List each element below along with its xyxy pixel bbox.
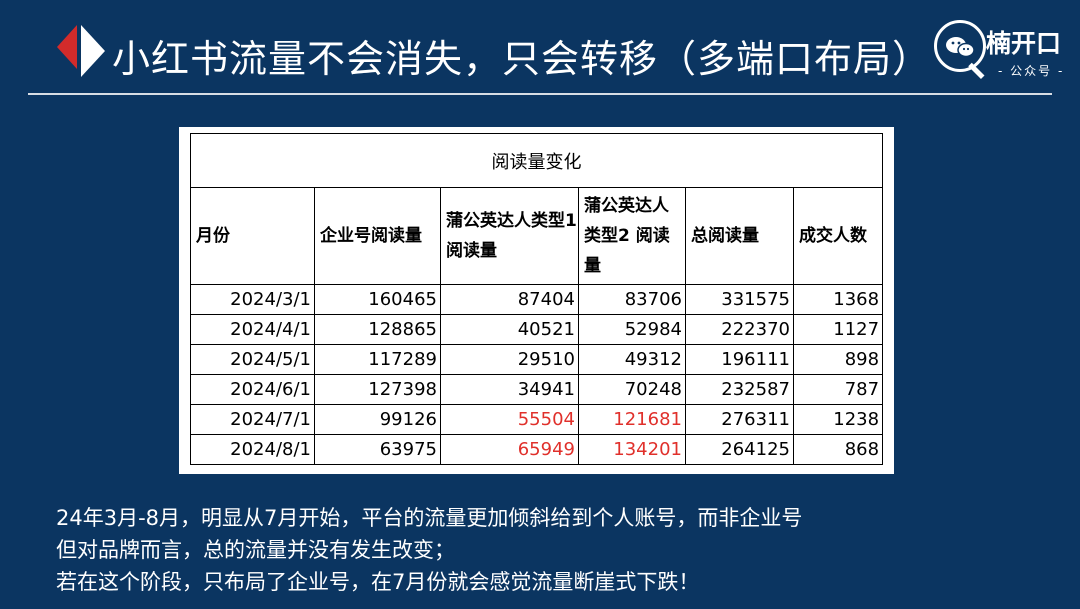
table-row: 2024/3/1 160465 87404 83706 331575 1368 bbox=[190, 284, 884, 315]
cell-kol1-highlight: 65949 bbox=[440, 434, 579, 465]
cell-total: 276311 bbox=[685, 404, 794, 435]
table-row: 2024/7/1 99126 55504 121681 276311 1238 bbox=[190, 404, 884, 435]
slide-title: 小红书流量不会消失，只会转移（多端口布局） bbox=[112, 37, 932, 81]
brand-logo: 楠开口 - 公众号 - bbox=[930, 16, 1080, 86]
cell-total: 232587 bbox=[685, 374, 794, 405]
cell-kol2: 70248 bbox=[578, 374, 686, 405]
cell-enterprise: 160465 bbox=[314, 284, 441, 315]
logo-name: 楠开口 bbox=[986, 29, 1062, 58]
note-line: 但对品牌而言，总的流量并没有发生改变； bbox=[56, 538, 455, 562]
cell-month: 2024/5/1 bbox=[190, 344, 315, 375]
cell-kol2-highlight: 134201 bbox=[578, 434, 686, 465]
header-enterprise-reads: 企业号阅读量 bbox=[314, 187, 441, 285]
header-total-reads: 总阅读量 bbox=[685, 187, 794, 285]
magnifier-icon bbox=[934, 20, 986, 72]
cell-enterprise: 117289 bbox=[314, 344, 441, 375]
cell-kol2: 52984 bbox=[578, 314, 686, 345]
cell-deals: 868 bbox=[792, 434, 884, 465]
header-month: 月份 bbox=[190, 187, 315, 285]
logo-subtitle: - 公众号 - bbox=[998, 64, 1065, 78]
table-panel: 阅读量变化 月份 企业号阅读量 蒲公英达人类型1 阅读量 蒲公英达人类型2 阅读… bbox=[179, 127, 894, 474]
cell-month: 2024/3/1 bbox=[190, 284, 315, 315]
cell-total: 264125 bbox=[685, 434, 794, 465]
cell-kol1: 40521 bbox=[440, 314, 579, 345]
cell-enterprise: 63975 bbox=[314, 434, 441, 465]
cell-deals: 898 bbox=[792, 344, 884, 375]
cell-month: 2024/8/1 bbox=[190, 434, 315, 465]
cell-kol1: 34941 bbox=[440, 374, 579, 405]
header-deals: 成交人数 bbox=[792, 187, 884, 285]
header-kol-type1-reads: 蒲公英达人类型1 阅读量 bbox=[440, 187, 579, 285]
cell-kol1-highlight: 55504 bbox=[440, 404, 579, 435]
note-line: 24年3月-8月，明显从7月开始，平台的流量更加倾斜给到个人账号，而非企业号 bbox=[56, 506, 803, 530]
cell-enterprise: 127398 bbox=[314, 374, 441, 405]
cell-deals: 1368 bbox=[792, 284, 884, 315]
cell-total: 331575 bbox=[685, 284, 794, 315]
cell-kol1: 29510 bbox=[440, 344, 579, 375]
cell-kol2-highlight: 121681 bbox=[578, 404, 686, 435]
cell-total: 196111 bbox=[685, 344, 794, 375]
cell-kol1: 87404 bbox=[440, 284, 579, 315]
header-kol-type2-reads: 蒲公英达人类型2 阅读量 bbox=[578, 187, 686, 285]
cell-total: 222370 bbox=[685, 314, 794, 345]
cell-month: 2024/4/1 bbox=[190, 314, 315, 345]
notes-block: 24年3月-8月，明显从7月开始，平台的流量更加倾斜给到个人账号，而非企业号 但… bbox=[56, 502, 802, 598]
cell-deals: 787 bbox=[792, 374, 884, 405]
cell-kol2: 49312 bbox=[578, 344, 686, 375]
red-arrow-icon bbox=[57, 25, 77, 69]
table-row: 2024/8/1 63975 65949 134201 264125 868 bbox=[190, 434, 884, 465]
cell-deals: 1127 bbox=[792, 314, 884, 345]
header-divider bbox=[28, 93, 1052, 95]
cell-month: 2024/7/1 bbox=[190, 404, 315, 435]
table-row: 2024/6/1 127398 34941 70248 232587 787 bbox=[190, 374, 884, 405]
cell-month: 2024/6/1 bbox=[190, 374, 315, 405]
cell-enterprise: 128865 bbox=[314, 314, 441, 345]
table-row: 2024/5/1 117289 29510 49312 196111 898 bbox=[190, 344, 884, 375]
slide-header: 小红书流量不会消失，只会转移（多端口布局） 楠开口 - 公众号 - bbox=[0, 0, 1080, 96]
note-line: 若在这个阶段，只布局了企业号，在7月份就会感觉流量断崖式下跌！ bbox=[56, 570, 700, 594]
cell-enterprise: 99126 bbox=[314, 404, 441, 435]
table-row: 2024/4/1 128865 40521 52984 222370 1127 bbox=[190, 314, 884, 345]
reading-volume-table: 阅读量变化 月份 企业号阅读量 蒲公英达人类型1 阅读量 蒲公英达人类型2 阅读… bbox=[189, 133, 884, 465]
white-arrow-icon bbox=[81, 25, 105, 77]
cell-deals: 1238 bbox=[792, 404, 884, 435]
cell-kol2: 83706 bbox=[578, 284, 686, 315]
table-caption: 阅读量变化 bbox=[189, 133, 884, 188]
